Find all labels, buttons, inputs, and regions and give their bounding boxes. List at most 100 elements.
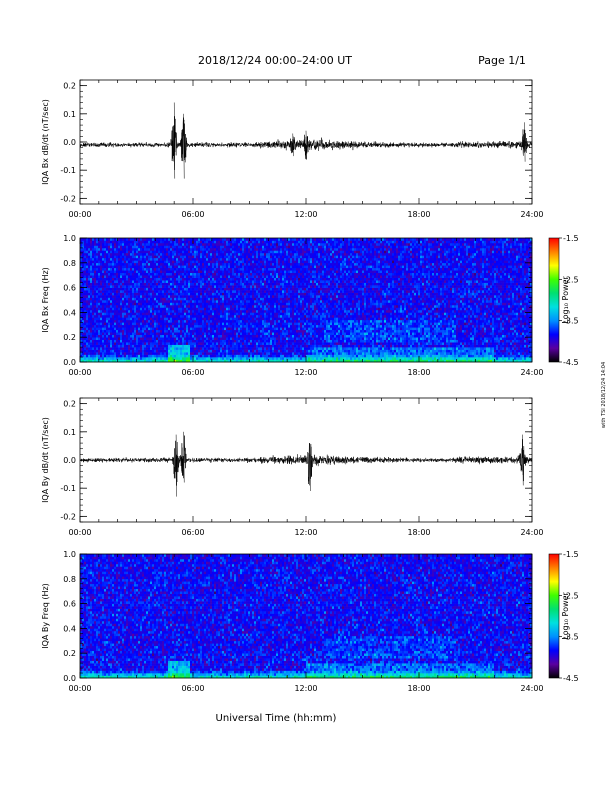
spectrogram-cell	[262, 307, 264, 310]
spectrogram-cell	[194, 340, 196, 343]
spectrogram-cell	[200, 325, 202, 328]
spectrogram-cell	[358, 345, 360, 348]
spectrogram-cell	[348, 347, 350, 350]
spectrogram-cell	[476, 322, 478, 325]
spectrogram-cell	[490, 347, 492, 350]
spectrogram-cell	[348, 332, 350, 335]
spectrogram-cell	[522, 317, 524, 320]
spectrogram-cell	[230, 347, 232, 350]
spectrogram-cell	[454, 310, 456, 313]
spectrogram-cell	[208, 350, 210, 353]
spectrogram-cell	[316, 317, 318, 320]
spectrogram-cell	[148, 345, 150, 348]
spectrogram-cell	[110, 355, 112, 358]
spectrogram-cell	[150, 320, 152, 323]
spectrogram-cell	[144, 320, 146, 323]
spectrogram-cell	[334, 317, 336, 320]
spectrogram-cell	[140, 330, 142, 333]
spectrogram-cell	[346, 315, 348, 318]
spectrogram-cell	[306, 330, 308, 333]
spectrogram-cell	[290, 327, 292, 330]
spectrogram-cell	[176, 357, 178, 360]
spectrogram-cell	[90, 357, 92, 360]
spectrogram-cell	[484, 340, 486, 343]
spectrogram-cell	[372, 337, 374, 340]
spectrogram-cell	[302, 355, 304, 358]
spectrogram-cell	[146, 330, 148, 333]
spectrogram-cell	[432, 317, 434, 320]
spectrogram-cell	[280, 317, 282, 320]
spectrogram-cell	[512, 317, 514, 320]
spectrogram-cell	[228, 330, 230, 333]
spectrogram-cell	[520, 322, 522, 325]
spectrogram-cell	[360, 332, 362, 335]
spectrogram-cell	[400, 352, 402, 355]
spectrogram-cell	[370, 317, 372, 320]
spectrogram-cell	[128, 325, 130, 328]
spectrogram-cell	[130, 332, 132, 335]
spectrogram-cell	[438, 320, 440, 323]
spectrogram-cell	[94, 312, 96, 315]
spectrogram-cell	[496, 315, 498, 318]
spectrogram-cell	[506, 335, 508, 338]
spectrogram-cell	[136, 350, 138, 353]
spectrogram-cell	[82, 357, 84, 360]
spectrogram-cell	[440, 357, 442, 360]
spectrogram-cell	[288, 315, 290, 318]
spectrogram-cell	[508, 345, 510, 348]
spectrogram-cell	[356, 347, 358, 350]
spectrogram-cell	[138, 317, 140, 320]
spectrogram-cell	[382, 325, 384, 328]
spectrogram-cell	[204, 322, 206, 325]
spectrogram-cell	[138, 315, 140, 318]
spectrogram-cell	[502, 347, 504, 350]
spectrogram-cell	[296, 315, 298, 318]
spectrogram-cell	[216, 340, 218, 343]
spectrogram-cell	[116, 315, 118, 318]
spectrogram-cell	[186, 332, 188, 335]
spectrogram-cell	[268, 315, 270, 318]
spectrogram-cell	[272, 330, 274, 333]
spectrogram-cell	[180, 357, 182, 360]
spectrogram-cell	[178, 315, 180, 318]
spectrogram-cell	[266, 315, 268, 318]
spectrogram-cell	[236, 307, 238, 310]
spectrogram-cell	[428, 312, 430, 315]
spectrogram-cell	[256, 357, 258, 360]
spectrogram-cell	[374, 325, 376, 328]
spectrogram-cell	[464, 350, 466, 353]
spectrogram-cell	[420, 320, 422, 323]
spectrogram-cell	[496, 320, 498, 323]
spectrogram-cell	[298, 310, 300, 313]
spectrogram-cell	[318, 330, 320, 333]
spectrogram-cell	[352, 347, 354, 350]
spectrogram-cell	[226, 312, 228, 315]
spectrogram-cell	[422, 347, 424, 350]
spectrogram-cell	[290, 335, 292, 338]
spectrogram-cell	[96, 310, 98, 313]
spectrogram-cell	[342, 355, 344, 358]
spectrogram-cell	[254, 320, 256, 323]
spectrogram-cell	[290, 320, 292, 323]
spectrogram-cell	[284, 345, 286, 348]
spectrogram-cell	[308, 355, 310, 358]
spectrogram-cell	[514, 342, 516, 345]
spectrogram-cell	[524, 312, 526, 315]
spectrogram-cell	[514, 347, 516, 350]
spectrogram-cell	[470, 320, 472, 323]
spectrogram-cell	[380, 310, 382, 313]
spectrogram-cell	[156, 317, 158, 320]
spectrogram-cell	[94, 307, 96, 310]
spectrogram-cell	[316, 307, 318, 310]
spectrogram-cell	[322, 352, 324, 355]
spectrogram-cell	[360, 355, 362, 358]
spectrogram-cell	[512, 342, 514, 345]
spectrogram-cell	[100, 347, 102, 350]
spectrogram-cell	[100, 332, 102, 335]
spectrogram-cell	[258, 310, 260, 313]
spectrogram-cell	[306, 342, 308, 345]
spectrogram-cell	[328, 337, 330, 340]
spectrogram-cell	[456, 322, 458, 325]
spectrogram-cell	[128, 350, 130, 353]
